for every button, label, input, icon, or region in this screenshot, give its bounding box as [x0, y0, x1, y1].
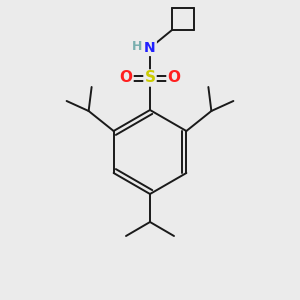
Text: S: S [145, 70, 155, 86]
Text: O: O [167, 70, 181, 86]
Text: N: N [144, 41, 156, 55]
Text: O: O [119, 70, 133, 86]
Text: H: H [132, 40, 142, 53]
